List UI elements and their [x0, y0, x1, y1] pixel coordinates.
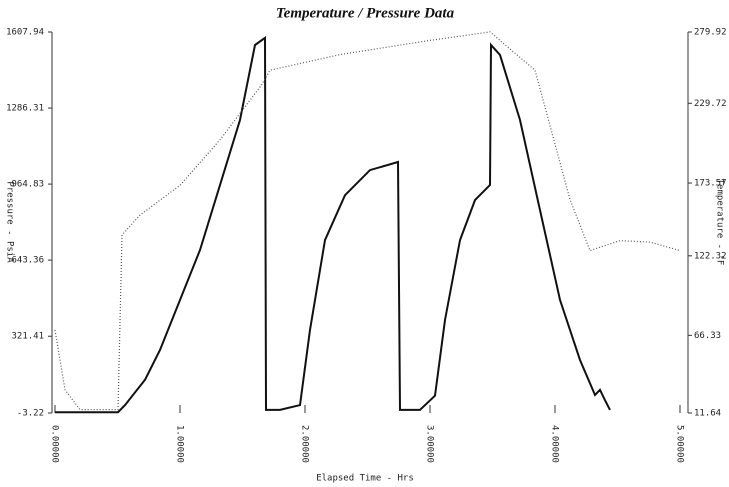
y2-tick-label: 229.72	[694, 99, 727, 109]
y2-tick-label: 66.33	[694, 331, 721, 341]
chart-title: Temperature / Pressure Data	[276, 5, 455, 21]
y2-tick-label: 11.64	[694, 409, 721, 419]
y-axis-label: Pressure - PsiA	[5, 181, 15, 263]
y2-tick-label: 173.57	[694, 179, 727, 189]
x-axis-label: Elapsed Time - Hrs	[316, 474, 414, 484]
y-tick-label: -3.22	[17, 409, 44, 419]
y2-axis-label: Temperature - °F	[715, 179, 725, 266]
x-tick-label: 1.00000	[175, 425, 185, 463]
x-tick-label: 5.00000	[675, 425, 685, 463]
data-line	[54, 31, 681, 411]
y-tick-label: 1286.31	[6, 104, 44, 114]
x-tick-label: 0.00000	[50, 425, 60, 463]
y-tick-label: 643.36	[11, 256, 44, 266]
x-tick-label: 4.00000	[550, 425, 560, 463]
x-tick-label: 3.00000	[425, 425, 435, 463]
y-tick-label: 321.41	[11, 332, 44, 342]
y-tick-label: 964.83	[11, 180, 44, 190]
x-tick-label: 2.00000	[300, 425, 310, 463]
y-tick-label: 1607.94	[6, 28, 44, 38]
data-line	[55, 35, 611, 414]
y2-tick-label: 279.92	[694, 28, 727, 38]
y2-tick-label: 122.32	[694, 251, 727, 261]
